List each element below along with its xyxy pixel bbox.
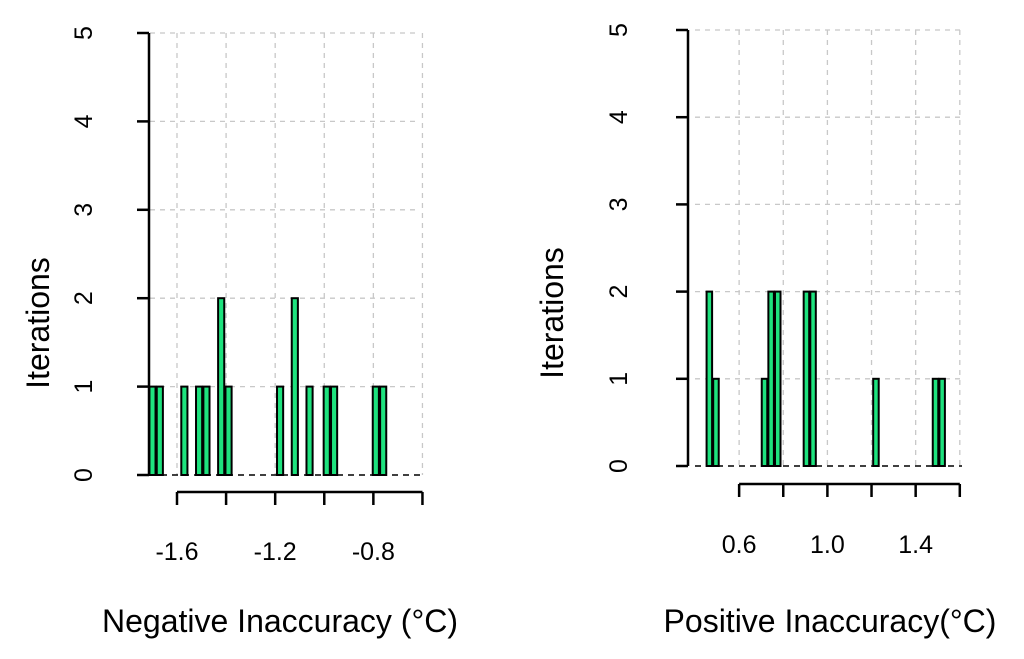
x-tick-label: 0.6 xyxy=(722,531,757,559)
histogram-bar xyxy=(217,297,226,477)
histogram-bar xyxy=(802,290,811,467)
x-axis-title: Negative Inaccuracy (°C) xyxy=(102,603,458,639)
histogram-bar xyxy=(371,385,380,477)
histogram-bar xyxy=(760,377,769,467)
x-axis-title: Positive Inaccuracy(°C) xyxy=(664,603,997,639)
y-tick-label: 1 xyxy=(605,372,633,386)
y-tick-label: 0 xyxy=(70,468,98,482)
histogram-bar xyxy=(938,377,946,467)
y-tick-label: 4 xyxy=(605,110,633,124)
y-tick-label: 4 xyxy=(70,114,98,128)
histogram-bar xyxy=(773,290,782,467)
x-tick-label: -0.8 xyxy=(352,538,395,566)
histogram-bar xyxy=(224,385,233,477)
y-axis-title: Iterations xyxy=(534,247,570,379)
histogram-bar xyxy=(809,290,817,467)
y-tick-label: 2 xyxy=(605,285,633,299)
histogram-bar xyxy=(931,377,940,467)
histogram-bar xyxy=(379,385,388,477)
x-tick-label: -1.6 xyxy=(155,538,198,566)
y-axis-title: Iterations xyxy=(20,257,56,389)
x-tick-label: 1.4 xyxy=(898,531,933,559)
y-tick-label: 5 xyxy=(605,23,633,37)
histogram-bar xyxy=(305,385,314,477)
y-tick-label: 2 xyxy=(70,291,98,305)
y-tick-label: 3 xyxy=(70,203,98,217)
histogram-bar xyxy=(872,377,880,467)
x-tick-label: -1.2 xyxy=(254,538,297,566)
negative-inaccuracy-chart: 0 1 2 3 4 5 -1.6 -1.2 -0.8 Negative Inaccuracy (… xyxy=(20,26,458,639)
histogram-bar xyxy=(712,377,720,467)
y-tick-label: 3 xyxy=(605,197,633,211)
histogram-bar xyxy=(330,385,339,477)
histogram-bar xyxy=(155,385,164,477)
y-tick-label: 5 xyxy=(70,26,98,40)
histogram-bar xyxy=(148,385,157,477)
y-tick-label: 1 xyxy=(70,380,98,394)
y-tick-label: 0 xyxy=(605,459,633,473)
histogram-bar xyxy=(202,385,211,477)
histogram-bar xyxy=(180,385,189,477)
histogram-bar xyxy=(767,290,775,467)
histogram-bar xyxy=(322,385,331,477)
histogram-bar xyxy=(195,385,204,477)
histogram-bar xyxy=(705,290,714,467)
histogram-bar xyxy=(276,385,285,477)
histogram-bar xyxy=(290,297,299,477)
x-tick-label: 1.0 xyxy=(810,531,845,559)
